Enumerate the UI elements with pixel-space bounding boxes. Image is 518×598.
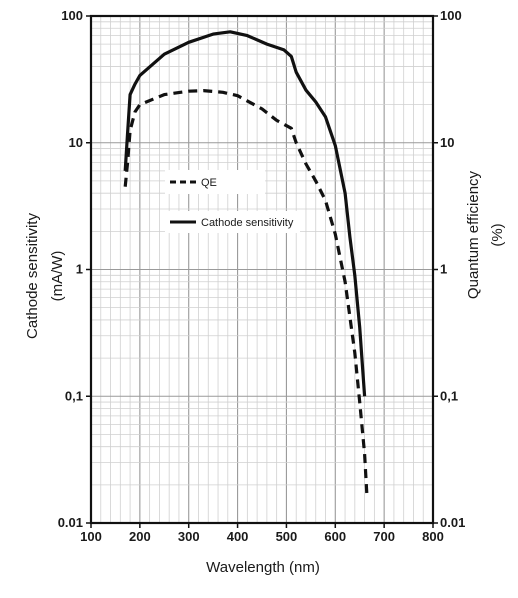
x-tick-label: 600 bbox=[324, 529, 346, 544]
cathode-sensitivity-series-line bbox=[123, 30, 367, 397]
left-y-tick-label: 10 bbox=[69, 135, 83, 150]
left-y-tick-label: 0.01 bbox=[58, 515, 83, 530]
legend: QE Cathode sensitivity bbox=[165, 170, 300, 233]
legend-label: Cathode sensitivity bbox=[201, 217, 294, 229]
x-tick-label: 700 bbox=[373, 529, 395, 544]
right-axis-label-line2: (%) bbox=[489, 223, 506, 246]
left-y-tick-label: 1 bbox=[76, 262, 83, 277]
right-y-tick-label: 0,1 bbox=[440, 388, 458, 403]
ticks-layer: 100 200 300 400 500 600 700 8001001010,10.01100… bbox=[58, 8, 466, 544]
right-y-tick-label: 0.01 bbox=[440, 515, 465, 530]
left-axis-label-line2: (mA/W) bbox=[49, 251, 66, 302]
right-y-tick-label: 1 bbox=[440, 262, 447, 277]
x-tick-label: 500 bbox=[276, 529, 298, 544]
x-tick-label: 400 bbox=[227, 529, 249, 544]
left-y-tick-label: 100 bbox=[61, 8, 83, 23]
x-tick-label: 200 bbox=[129, 529, 151, 544]
left-y-tick-label: 0,1 bbox=[65, 388, 83, 403]
legend-label: QE bbox=[201, 177, 217, 189]
right-axis-label-line1: Quantum efficiency bbox=[465, 170, 482, 299]
series-layer bbox=[123, 30, 369, 498]
right-y-tick-label: 10 bbox=[440, 135, 454, 150]
x-axis-label: Wavelength (nm) bbox=[206, 559, 320, 576]
x-tick-label: 100 bbox=[80, 529, 102, 544]
left-axis-label-line1: Cathode sensitivity bbox=[24, 213, 41, 339]
qe-series-line bbox=[123, 89, 369, 498]
right-y-tick-label: 100 bbox=[440, 8, 462, 23]
legend-background-cathode bbox=[165, 211, 300, 233]
x-tick-label: 300 bbox=[178, 529, 200, 544]
x-tick-label: 800 bbox=[422, 529, 444, 544]
